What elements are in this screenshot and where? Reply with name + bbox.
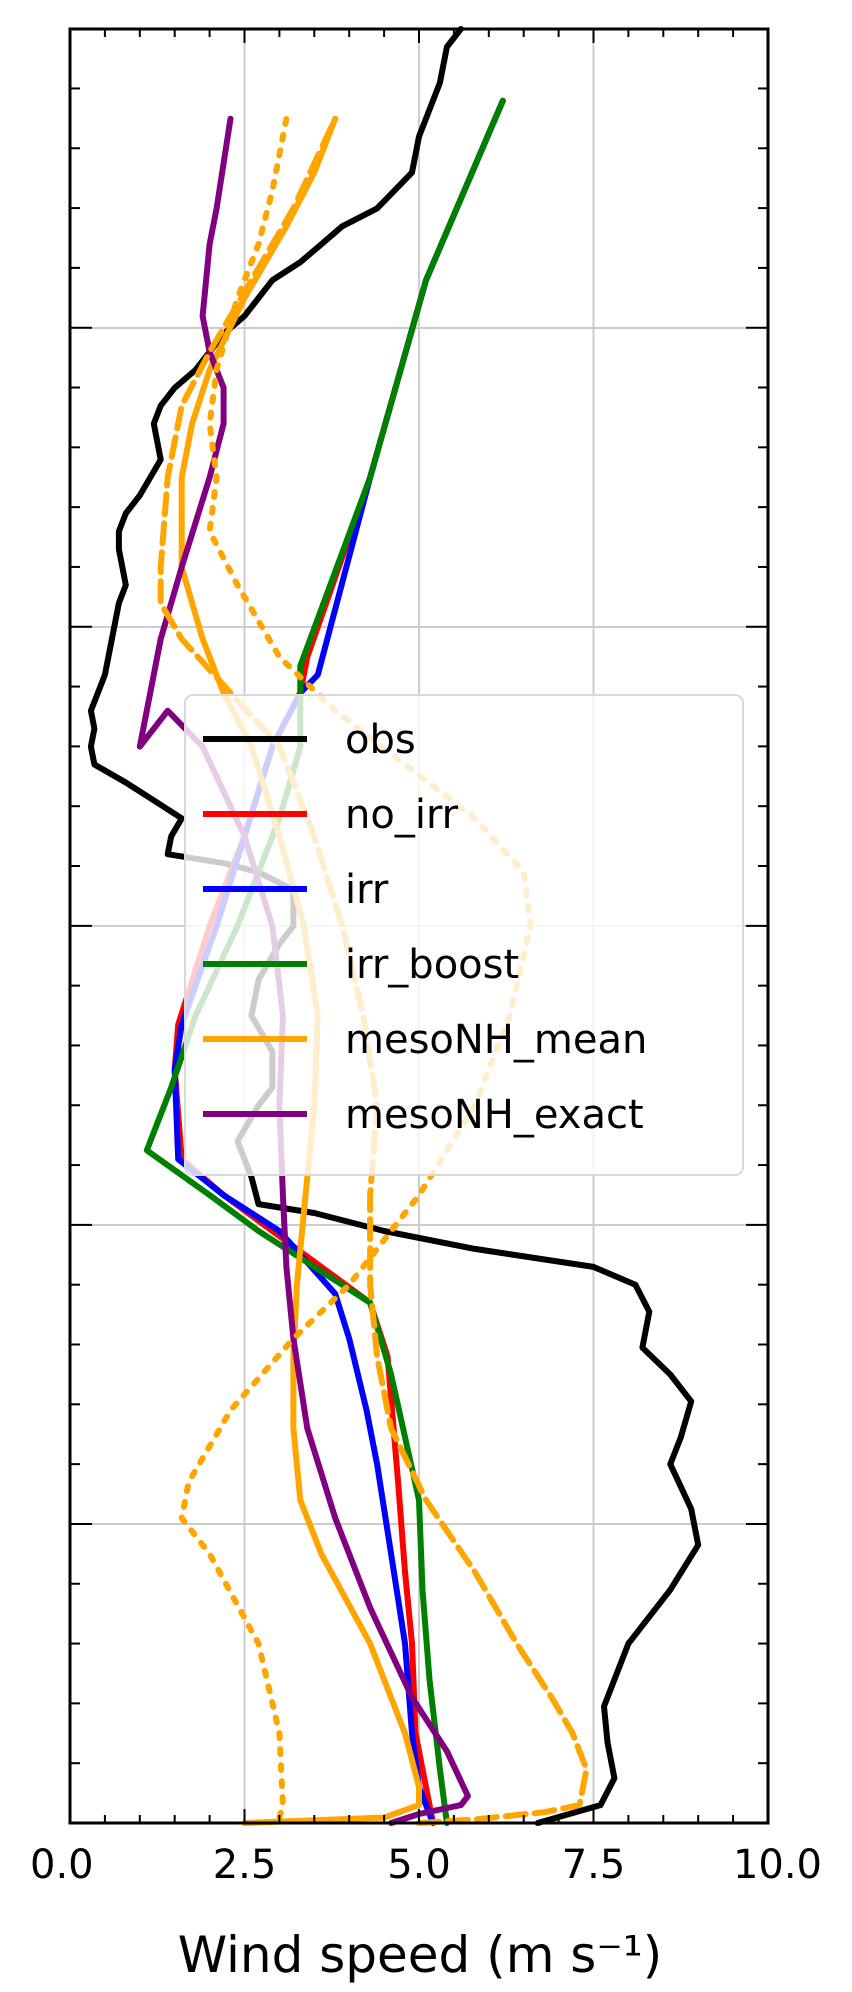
x-tick-label: 0.0 [30,1842,94,1888]
legend-label-obs: obs [345,717,416,763]
x-axis-label: Wind speed (m s⁻¹) [178,1926,663,1984]
x-tick-label: 2.5 [213,1842,277,1888]
legend-label-irr-boost: irr_boost [345,942,519,988]
axes: 0.0 2.5 5.0 7.5 10.0 [30,27,822,1888]
legend-label-no-irr: no_irr [345,792,459,838]
legend-label-irr: irr [345,867,389,913]
legend-label-mesoNH-mean: mesoNH_mean [345,1017,647,1063]
x-tick-label: 5.0 [387,1842,451,1888]
x-tick-label: 7.5 [562,1842,626,1888]
legend-label-mesoNH-exact: mesoNH_exact [345,1092,644,1138]
legend-box [184,694,744,1176]
x-tick-label: 10.0 [733,1842,822,1888]
series-line-dotted-7 [178,115,534,1821]
